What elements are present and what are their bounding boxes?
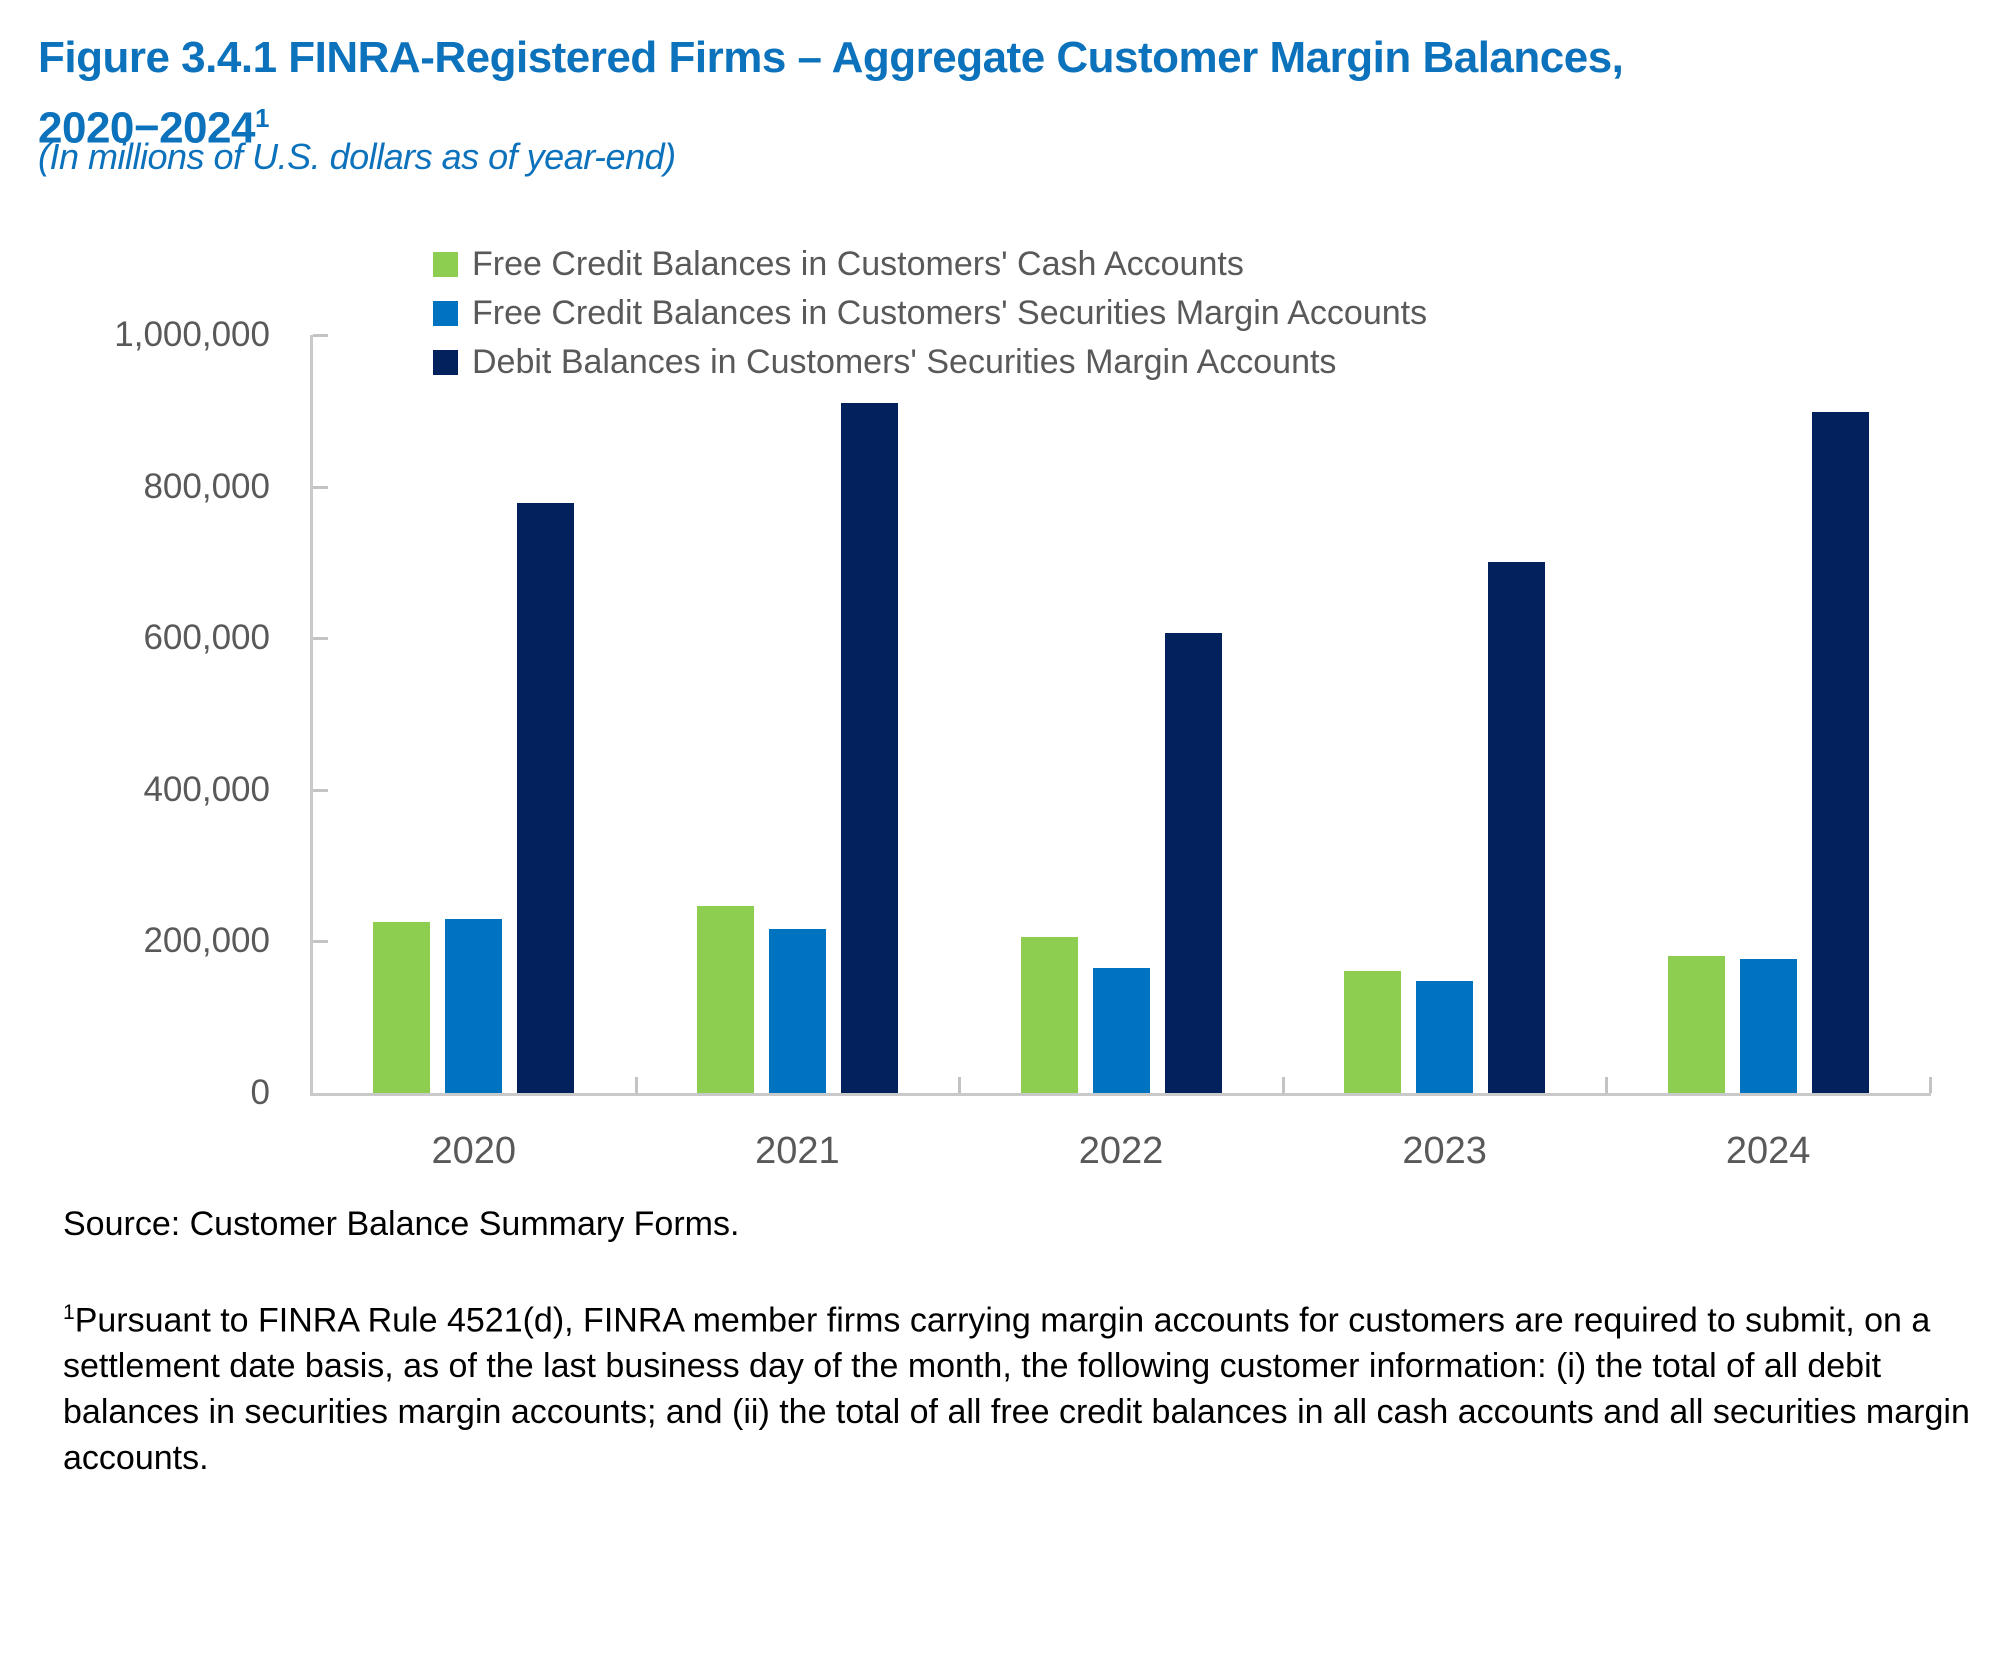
x-axis-label: 2024 [1725, 1130, 1811, 1172]
category-boundary-tick [1281, 1077, 1285, 1093]
y-axis-tick [313, 637, 328, 641]
bar [841, 403, 898, 1093]
y-axis-tick [313, 485, 328, 489]
bar [445, 919, 502, 1093]
y-axis-label: 400,000 [143, 769, 270, 809]
category-boundary-tick [634, 1077, 638, 1093]
legend-item: Free Credit Balances in Customers' Secur… [433, 289, 1427, 338]
footnote-superscript: 1 [63, 1301, 75, 1324]
figure-title: Figure 3.4.1 FINRA-Registered Firms – Ag… [38, 28, 1624, 159]
figure-subtitle: (In millions of U.S. dollars as of year-… [38, 136, 676, 177]
legend-label: Free Credit Balances in Customers' Secur… [472, 294, 1428, 332]
legend-swatch [433, 350, 458, 375]
y-axis-line [310, 335, 313, 1096]
category-boundary-tick [1605, 1077, 1609, 1093]
legend-label: Free Credit Balances in Customers' Cash … [472, 245, 1244, 283]
category-boundary-tick [1929, 1077, 1932, 1093]
legend: Free Credit Balances in Customers' Cash … [433, 240, 1427, 387]
x-axis-label: 2022 [1078, 1130, 1164, 1172]
figure-title-line2: 2020−2024 [38, 103, 255, 153]
bar [1416, 981, 1473, 1093]
bar [697, 906, 754, 1093]
x-axis-label: 2020 [431, 1130, 517, 1172]
bar [769, 929, 826, 1093]
source-note: Source: Customer Balance Summary Forms. [63, 1205, 740, 1243]
y-axis-label: 800,000 [143, 466, 270, 506]
bar [1488, 562, 1545, 1093]
x-axis-label: 2023 [1402, 1130, 1487, 1172]
y-axis-label: 1,000,000 [114, 315, 270, 354]
footnote: 1Pursuant to FINRA Rule 4521(d), FINRA m… [63, 1290, 1978, 1481]
footnote-text: Pursuant to FINRA Rule 4521(d), FINRA me… [63, 1301, 1970, 1478]
bar [1344, 971, 1401, 1093]
bar [1740, 959, 1797, 1093]
bar [1165, 633, 1222, 1093]
legend-swatch [433, 252, 458, 277]
y-axis-tick [313, 334, 328, 337]
bar [373, 922, 430, 1093]
y-axis-label: 200,000 [143, 921, 270, 961]
legend-item: Debit Balances in Customers' Securities … [433, 338, 1427, 387]
y-axis-label: 0 [250, 1073, 270, 1112]
y-axis-tick [313, 940, 328, 944]
y-axis-tick [313, 788, 328, 792]
category-boundary-tick [958, 1077, 962, 1093]
bar [517, 503, 574, 1093]
bar [1093, 968, 1150, 1093]
bar [1668, 956, 1725, 1093]
legend-label: Debit Balances in Customers' Securities … [472, 343, 1337, 381]
legend-item: Free Credit Balances in Customers' Cash … [433, 240, 1427, 289]
x-axis-line [310, 1093, 1931, 1096]
x-axis-label: 2021 [755, 1130, 840, 1172]
bar [1021, 937, 1078, 1093]
legend-swatch [433, 301, 458, 326]
figure-title-line1: Figure 3.4.1 FINRA-Registered Firms – Ag… [38, 33, 1624, 82]
bar [1812, 412, 1869, 1093]
title-superscript: 1 [254, 103, 269, 133]
y-axis-label: 600,000 [143, 618, 270, 658]
